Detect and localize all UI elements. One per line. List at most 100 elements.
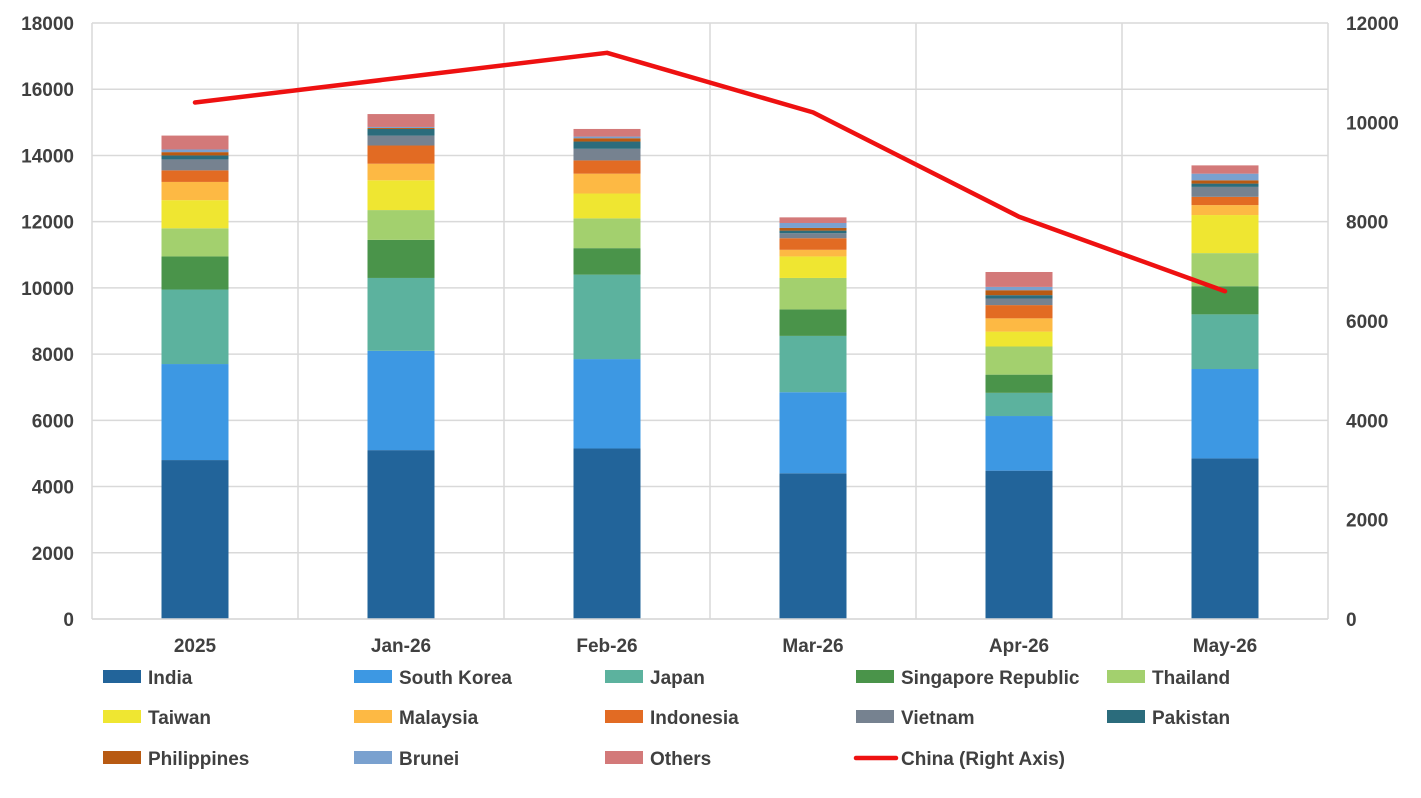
bar-indonesia-jan-26 [367,145,435,164]
legend-label: Thailand [1152,668,1230,689]
left-tick-label: 8000 [32,345,74,366]
right-tick-label: 8000 [1346,213,1388,234]
bar-brunei-mar-26 [779,222,847,228]
bar-japan-may-26 [1191,314,1259,370]
bar-others-feb-26 [573,128,641,137]
bar-south-korea-mar-26 [779,392,847,474]
right-tick-label: 6000 [1346,312,1388,333]
legend-swatch [605,751,643,764]
bar-vietnam-feb-26 [573,148,641,161]
legend-swatch [856,710,894,723]
bar-malaysia-2025 [161,181,229,201]
legend-label: South Korea [399,668,512,689]
left-tick-label: 12000 [21,213,74,234]
bar-taiwan-apr-26 [985,331,1053,347]
bar-pakistan-feb-26 [573,141,641,149]
legend-swatch [856,670,894,683]
legend-swatch [605,710,643,723]
bar-vietnam-may-26 [1191,186,1259,197]
legend-swatch [103,751,141,764]
legend-swatch [354,710,392,723]
bar-brunei-jan-26 [367,126,435,128]
category-label-mar-26: Mar-26 [782,636,843,657]
legend-swatch [1107,710,1145,723]
bar-pakistan-may-26 [1191,183,1259,187]
left-tick-label: 10000 [21,279,74,300]
bar-india-may-26 [1191,458,1259,619]
legend-swatch [103,710,141,723]
bar-indonesia-2025 [161,170,229,182]
bar-pakistan-mar-26 [779,230,847,234]
legend-item-china-right-axis: China (Right Axis) [853,749,1065,770]
legend-label: Singapore Republic [901,668,1080,689]
bar-india-apr-26 [985,470,1053,619]
legend-item-singapore-republic: Singapore Republic [856,668,1080,689]
legend-item-pakistan: Pakistan [1107,708,1230,729]
bar-others-mar-26 [779,217,847,223]
legend-label: Pakistan [1152,708,1230,729]
bar-philippines-feb-26 [573,138,641,142]
legend-label: Japan [650,668,705,689]
bar-malaysia-feb-26 [573,173,641,194]
bar-indonesia-may-26 [1191,196,1259,206]
bar-malaysia-mar-26 [779,249,847,257]
legend-label: Taiwan [148,708,211,729]
bar-japan-mar-26 [779,335,847,393]
category-label-apr-26: Apr-26 [989,636,1049,657]
right-tick-label: 10000 [1346,113,1399,134]
bar-thailand-mar-26 [779,277,847,310]
bar-india-jan-26 [367,450,435,619]
legend-item-japan: Japan [605,668,705,689]
bar-japan-feb-26 [573,274,641,360]
bar-taiwan-jan-26 [367,180,435,211]
bar-india-feb-26 [573,448,641,619]
bar-taiwan-may-26 [1191,215,1259,254]
legend-item-indonesia: Indonesia [605,708,739,729]
bar-south-korea-2025 [161,364,229,461]
bar-south-korea-apr-26 [985,416,1053,471]
bar-singapore-republic-jan-26 [367,239,435,278]
category-label-2025: 2025 [174,636,217,657]
left-tick-label: 16000 [21,80,74,101]
bar-vietnam-jan-26 [367,135,435,146]
bar-brunei-feb-26 [573,136,641,139]
legend-label: Vietnam [901,708,975,729]
left-tick-label: 4000 [32,478,74,499]
bar-philippines-apr-26 [985,290,1053,296]
bar-thailand-feb-26 [573,218,641,249]
legend-item-south-korea: South Korea [354,668,512,689]
bar-others-may-26 [1191,165,1259,174]
line-china-right-axis [192,50,1228,294]
bar-japan-apr-26 [985,392,1053,417]
legend-layer: India South Korea Japan Singapore Republic T… [103,668,1230,770]
bar-thailand-apr-26 [985,346,1053,375]
bar-philippines-jan-26 [367,127,435,129]
bar-japan-jan-26 [367,277,435,351]
bars-layer [161,114,1259,619]
legend-item-thailand: Thailand [1107,668,1230,689]
bar-brunei-apr-26 [985,286,1053,291]
legend-label: Others [650,749,711,770]
legend-item-taiwan: Taiwan [103,708,211,729]
bar-singapore-republic-apr-26 [985,374,1053,393]
bar-others-jan-26 [367,114,435,127]
category-label-feb-26: Feb-26 [576,636,637,657]
left-tick-label: 0 [63,610,74,631]
bar-vietnam-2025 [161,159,229,171]
legend-label: India [148,668,193,689]
legend-item-india: India [103,668,193,689]
bar-philippines-may-26 [1191,180,1259,184]
bar-pakistan-apr-26 [985,295,1053,299]
bar-malaysia-apr-26 [985,318,1053,332]
bar-others-2025 [161,135,229,150]
bar-pakistan-jan-26 [367,128,435,136]
bar-singapore-republic-feb-26 [573,248,641,275]
bar-pakistan-2025 [161,155,229,160]
legend-label: China (Right Axis) [901,749,1065,770]
bar-philippines-mar-26 [779,227,847,231]
bar-singapore-republic-2025 [161,256,229,290]
left-tick-label: 18000 [21,14,74,35]
bar-malaysia-jan-26 [367,163,435,181]
